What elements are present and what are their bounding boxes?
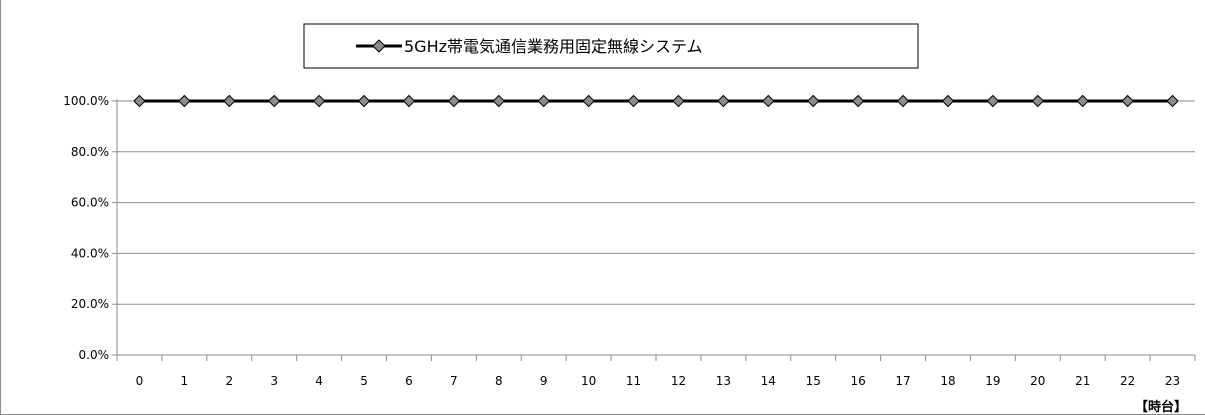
x-tick-label: 1 xyxy=(181,374,189,388)
x-tick-label: 0 xyxy=(136,374,144,388)
data-point-marker xyxy=(178,94,191,108)
series-group xyxy=(133,94,1179,108)
data-point-marker xyxy=(447,94,461,108)
y-tick-label: 20.0% xyxy=(71,297,109,311)
x-tick-label: 18 xyxy=(940,374,955,388)
axes xyxy=(112,99,1196,361)
x-tick-labels: 0 1 2 3 4 5 6 7 8 9 10 11 12 13 14 15 16 17 18 19 20 21 22 23 xyxy=(136,374,1181,388)
data-point-marker xyxy=(941,94,955,108)
x-tick-label: 21 xyxy=(1075,374,1090,388)
data-point-marker xyxy=(672,94,685,108)
y-tick-label: 80.0% xyxy=(71,145,109,159)
data-point-marker xyxy=(357,94,371,108)
data-point-marker xyxy=(312,94,326,108)
x-tick-label: 15 xyxy=(806,374,821,388)
x-tick-label: 14 xyxy=(761,374,776,388)
legend-label: 5GHz帯電気通信業務用固定無線システム xyxy=(404,37,703,56)
data-point-marker xyxy=(268,94,281,108)
data-point-marker xyxy=(986,94,1000,108)
data-point-marker xyxy=(133,94,146,108)
x-tick-label: 17 xyxy=(895,374,910,388)
y-tick-label: 100.0% xyxy=(63,94,109,108)
data-point-marker xyxy=(492,94,505,108)
data-point-marker xyxy=(717,94,730,108)
data-point-marker xyxy=(1031,94,1044,108)
data-point-marker xyxy=(1121,94,1134,108)
data-point-marker xyxy=(896,94,910,108)
data-point-marker xyxy=(807,94,820,108)
x-tick-label: 8 xyxy=(495,374,503,388)
data-point-marker xyxy=(627,94,640,108)
x-tick-label: 11 xyxy=(626,374,641,388)
legend: 5GHz帯電気通信業務用固定無線システム xyxy=(303,23,919,69)
x-tick-label: 13 xyxy=(716,374,731,388)
data-point-marker xyxy=(1166,94,1179,108)
data-point-marker xyxy=(1076,94,1089,108)
data-point-marker xyxy=(582,94,595,108)
x-tick-label: 5 xyxy=(360,374,368,388)
x-tick-label: 2 xyxy=(225,374,233,388)
legend-box xyxy=(303,23,919,69)
x-tick-label: 7 xyxy=(450,374,458,388)
x-tick-label: 6 xyxy=(405,374,413,388)
y-tick-label: 0.0% xyxy=(79,348,110,362)
data-point-marker xyxy=(223,94,236,108)
x-tick-label: 9 xyxy=(540,374,548,388)
data-point-marker xyxy=(851,94,865,108)
data-point-marker xyxy=(537,94,550,108)
x-tick-label: 20 xyxy=(1030,374,1045,388)
x-unit-label: 【時台】 xyxy=(1135,399,1187,415)
x-tick-label: 19 xyxy=(985,374,1000,388)
legend-marker-diamond-icon xyxy=(372,39,386,53)
y-tick-labels: 0.0% 20.0% 40.0% 60.0% 80.0% 100.0% xyxy=(63,94,109,362)
y-tick-label: 60.0% xyxy=(71,196,109,210)
gridlines xyxy=(117,100,1195,305)
x-tick-label: 22 xyxy=(1120,374,1135,388)
x-tick-label: 3 xyxy=(270,374,278,388)
data-point-marker xyxy=(402,94,416,108)
x-tick-label: 10 xyxy=(581,374,596,388)
x-tick-label: 16 xyxy=(850,374,865,388)
x-tick-label: 12 xyxy=(671,374,686,388)
x-tick-label: 4 xyxy=(315,374,323,388)
y-tick-label: 40.0% xyxy=(71,246,109,260)
x-tick-label: 23 xyxy=(1165,374,1180,388)
data-point-marker xyxy=(762,94,775,108)
